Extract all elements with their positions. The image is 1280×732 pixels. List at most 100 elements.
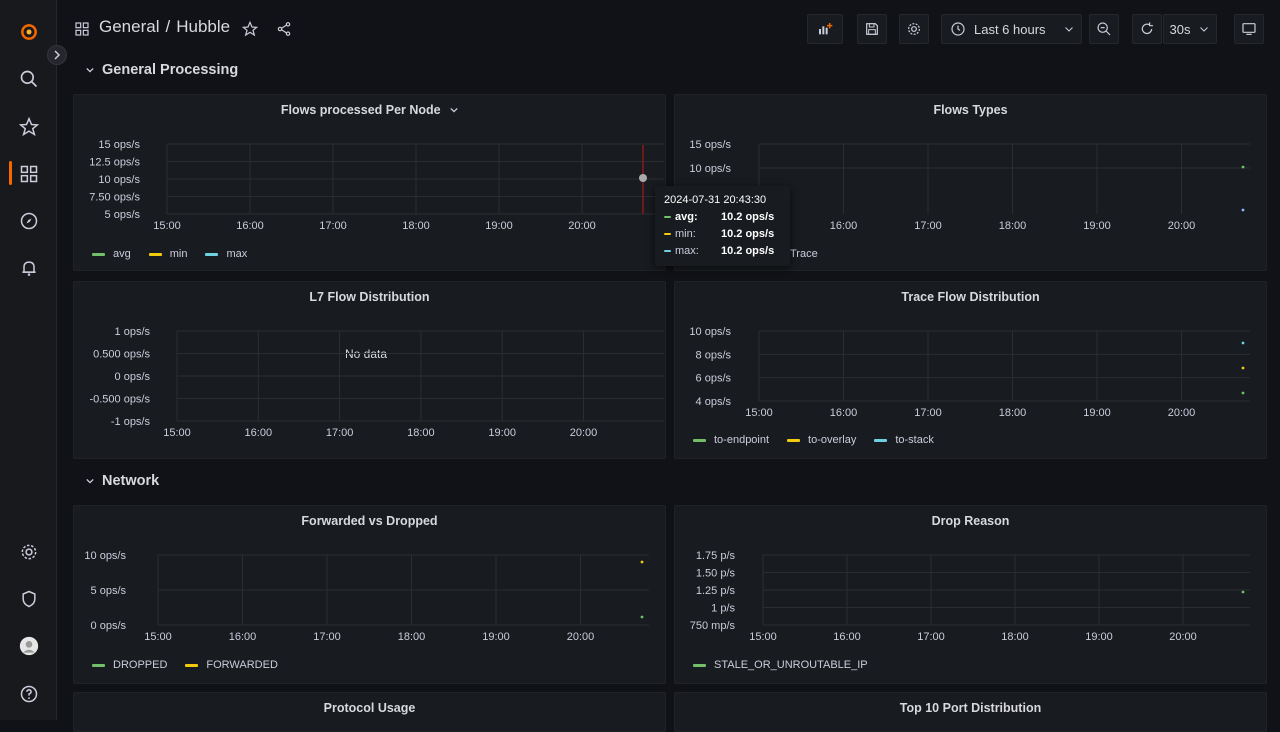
x-tick-label: 18:00 (1001, 631, 1029, 643)
panel-drop-reason[interactable]: Drop Reason 1.75 p/s 1.50 p/s 1.25 p/s 1 p/… (674, 505, 1267, 684)
starred-icon[interactable] (16, 114, 42, 140)
dashboard-settings-button[interactable] (899, 14, 929, 44)
tv-mode-button[interactable] (1234, 14, 1264, 44)
y-tick-label: 10 ops/s (84, 550, 126, 562)
alerting-bell-icon[interactable] (16, 255, 42, 281)
panel-title-text: Flows processed Per Node (280, 103, 441, 117)
refresh-button[interactable] (1132, 14, 1162, 44)
help-icon[interactable] (16, 681, 42, 707)
panel-title-top10-port[interactable]: Top 10 Port Distribution (899, 701, 1042, 715)
tooltip-row-avg: avg: 10.2 ops/s (664, 211, 781, 223)
y-tick-label: -0.500 ops/s (89, 394, 150, 406)
zoom-out-button[interactable] (1089, 14, 1119, 44)
dashboards-grid-icon[interactable] (71, 14, 93, 44)
settings-gear-icon[interactable] (16, 539, 42, 565)
refresh-interval-picker[interactable]: 30s (1163, 14, 1217, 44)
panel-title-flows-types[interactable]: Flows Types (933, 103, 1008, 117)
panel-title-drop-reason[interactable]: Drop Reason (931, 514, 1010, 528)
legend-item-forwarded[interactable]: FORWARDED (185, 659, 278, 671)
user-avatar[interactable] (16, 633, 42, 659)
panel-title-protocol-usage[interactable]: Protocol Usage (323, 701, 416, 715)
series-point (640, 615, 644, 619)
legend-flows-types: Trace (790, 248, 818, 260)
x-tick-label: 16:00 (830, 407, 858, 419)
x-tick-label: 20:00 (1168, 407, 1196, 419)
hover-tooltip: 2024-07-31 20:43:30 avg: 10.2 ops/s min: 1… (655, 186, 790, 266)
row-header-network[interactable]: Network (86, 473, 159, 489)
y-tick-label: 0.500 ops/s (93, 349, 150, 361)
time-range-label: Last 6 hours (974, 21, 1046, 37)
x-tick-label: 20:00 (568, 220, 596, 232)
tooltip-row-min: min: 10.2 ops/s (664, 228, 781, 240)
legend-item-dropped[interactable]: DROPPED (92, 659, 167, 671)
panel-trace-flow[interactable]: Trace Flow Distribution 10 ops/s 8 ops/s 6… (674, 281, 1267, 459)
legend-item-max[interactable]: max (205, 248, 247, 260)
legend-item-min[interactable]: min (148, 248, 187, 260)
chart-flows-per-node: 15 ops/s 12.5 ops/s 10 ops/s 7.50 ops/s 5 op… (89, 139, 664, 232)
x-tick-label: 19:00 (482, 631, 510, 643)
x-tick-label: 17:00 (326, 427, 354, 439)
chevron-down-icon (86, 67, 94, 73)
share-icon[interactable] (274, 14, 294, 44)
save-dashboard-button[interactable] (857, 14, 887, 44)
chart-drop-reason: 1.75 p/s 1.50 p/s 1.25 p/s 1 p/s 750 mp/s 15:… (690, 550, 1250, 643)
panel-title-trace-flow[interactable]: Trace Flow Distribution (901, 290, 1040, 304)
panel-l7-flow[interactable]: L7 Flow Distribution No data 1 ops/s 0.50… (73, 281, 666, 459)
row-header-general-processing[interactable]: General Processing (86, 62, 238, 78)
legend-item-trace[interactable]: Trace (790, 248, 818, 260)
time-range-picker[interactable]: Last 6 hours (941, 14, 1082, 44)
refresh-interval-label: 30s (1169, 21, 1191, 37)
add-panel-icon (819, 23, 833, 35)
star-dashboard-icon[interactable] (240, 14, 260, 44)
panel-forwarded-dropped[interactable]: Forwarded vs Dropped 10 ops/s 5 ops/s 0 op… (73, 505, 666, 684)
y-tick-label: 4 ops/s (696, 396, 732, 408)
legend-item-to-stack[interactable]: to-stack (874, 434, 934, 446)
x-tick-label: 17:00 (917, 631, 945, 643)
x-tick-label: 15:00 (144, 631, 172, 643)
clock-icon (951, 22, 965, 36)
x-tick-label: 18:00 (999, 220, 1027, 232)
shield-icon[interactable] (16, 586, 42, 612)
legend-item-stale-or-unroutable-ip[interactable]: STALE_OR_UNROUTABLE_IP (693, 659, 868, 671)
x-tick-label: 16:00 (833, 631, 861, 643)
panel-top10-port[interactable]: Top 10 Port Distribution (674, 692, 1267, 732)
dashboards-icon[interactable] (16, 161, 42, 187)
x-tick-label: 18:00 (999, 407, 1027, 419)
x-tick-label: 19:00 (1083, 220, 1111, 232)
x-tick-label: 19:00 (1083, 407, 1111, 419)
legend-item-to-overlay[interactable]: to-overlay (787, 434, 856, 446)
tooltip-row-max: max: 10.2 ops/s (664, 245, 781, 257)
y-tick-label: 6 ops/s (696, 373, 732, 385)
panel-title-l7-flow[interactable]: L7 Flow Distribution (309, 290, 430, 304)
legend-item-avg[interactable]: avg (92, 248, 131, 260)
series-point (1241, 590, 1245, 594)
y-tick-label: 1 p/s (711, 603, 735, 615)
chevron-down-icon (86, 478, 94, 484)
y-tick-label: 0 ops/s (115, 371, 151, 383)
expand-sidebar-button[interactable] (47, 45, 67, 65)
panel-protocol-usage[interactable]: Protocol Usage (73, 692, 666, 732)
panel-title-forwarded-dropped[interactable]: Forwarded vs Dropped (301, 514, 438, 528)
grafana-logo-icon[interactable] (16, 19, 42, 45)
x-tick-label: 16:00 (229, 631, 257, 643)
y-tick-label: 10 ops/s (98, 174, 140, 186)
save-icon (866, 23, 878, 35)
x-tick-label: 18:00 (407, 427, 435, 439)
legend-item-to-endpoint[interactable]: to-endpoint (693, 434, 769, 446)
breadcrumb: General / Hubble (99, 17, 230, 37)
y-tick-label: 15 ops/s (689, 139, 731, 151)
y-tick-label: 0 ops/s (91, 620, 127, 632)
search-icon[interactable] (16, 66, 42, 92)
breadcrumb-dashboard[interactable]: Hubble (176, 17, 231, 36)
panel-flows-per-node[interactable]: Flows processed Per Node 15 ops/s 12.5 op… (73, 94, 666, 271)
x-tick-label: 16:00 (245, 427, 273, 439)
x-tick-label: 19:00 (485, 220, 513, 232)
x-tick-label: 19:00 (488, 427, 516, 439)
row-title: General Processing (102, 62, 239, 78)
panel-title-flows-per-node[interactable]: Flows processed Per Node (74, 103, 665, 117)
add-panel-button[interactable] (807, 14, 843, 44)
sidebar (0, 0, 57, 720)
explore-compass-icon[interactable] (16, 208, 42, 234)
chevron-down-icon (1200, 27, 1209, 32)
breadcrumb-folder[interactable]: General (99, 17, 160, 36)
